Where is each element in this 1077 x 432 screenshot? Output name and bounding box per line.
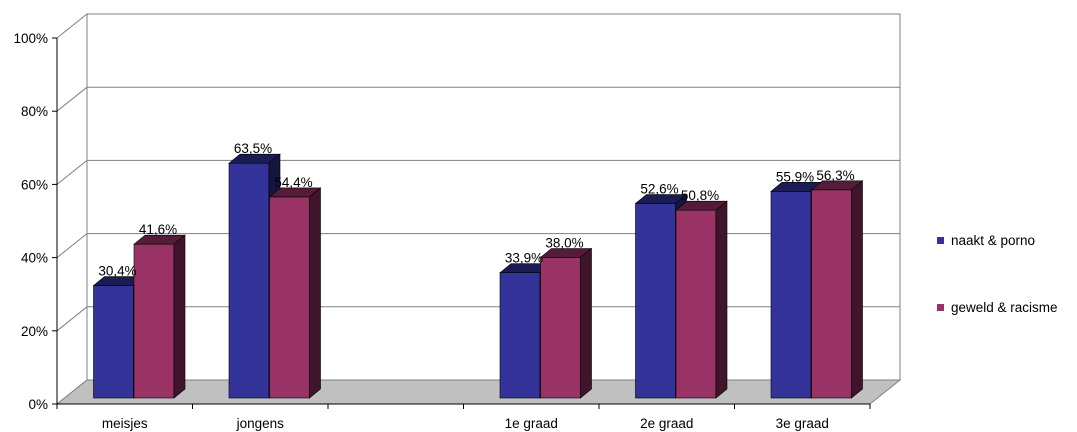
bar-front bbox=[133, 243, 175, 399]
bar-side bbox=[580, 247, 592, 399]
bar-front bbox=[228, 162, 270, 399]
legend-swatch bbox=[937, 237, 944, 244]
legend: naakt & porno geweld & racisme bbox=[937, 233, 1058, 315]
bar-front bbox=[93, 285, 134, 399]
y-tick-label: 60% bbox=[21, 177, 48, 192]
side-wall bbox=[56, 12, 88, 406]
data-label: 52,6% bbox=[640, 182, 678, 197]
y-tick-label: 40% bbox=[21, 251, 48, 266]
bar-front bbox=[499, 272, 541, 399]
x-tick-label: 3e graad bbox=[776, 416, 829, 431]
data-label: 33,9% bbox=[505, 251, 543, 266]
bar bbox=[539, 247, 593, 399]
data-label: 41,6% bbox=[139, 222, 177, 237]
bar-front bbox=[675, 209, 717, 399]
legend-label: geweld & racisme bbox=[951, 300, 1058, 315]
x-tick-label: meisjes bbox=[102, 416, 148, 431]
bars bbox=[92, 153, 864, 399]
y-tick-label: 20% bbox=[21, 324, 48, 339]
data-label: 54,4% bbox=[274, 175, 312, 190]
data-labels: 30,4% 63,5% 33,9% 52,6% 55,9% 41,6% 54,4% 38,0%… bbox=[98, 141, 854, 278]
x-tick-label: jongens bbox=[236, 416, 285, 431]
legend-item: naakt & porno bbox=[937, 233, 1035, 248]
chart-walls bbox=[56, 12, 901, 406]
gridline-side bbox=[56, 306, 88, 332]
x-tick-label: 2e graad bbox=[640, 416, 693, 431]
back-wall bbox=[86, 13, 901, 381]
bar bbox=[133, 234, 186, 399]
gridline-side bbox=[56, 233, 88, 258]
bar-front bbox=[540, 257, 581, 399]
data-label: 30,4% bbox=[98, 264, 136, 279]
y-tick-label: 0% bbox=[28, 397, 48, 412]
y-axis-ticks: 0% 20% 40% 60% 80% 100% bbox=[13, 31, 58, 412]
bar-side bbox=[851, 180, 863, 399]
bar-side bbox=[309, 187, 321, 399]
bar-front bbox=[269, 196, 310, 399]
bar bbox=[810, 180, 864, 399]
bar bbox=[268, 187, 322, 399]
bar-front bbox=[770, 191, 812, 399]
y-tick-label: 100% bbox=[13, 31, 48, 46]
bar bbox=[675, 200, 728, 399]
data-label: 63,5% bbox=[234, 141, 272, 156]
legend-label: naakt & porno bbox=[951, 233, 1035, 248]
bar-front bbox=[811, 189, 852, 399]
data-label: 50,8% bbox=[681, 188, 719, 203]
legend-swatch bbox=[937, 304, 944, 311]
bar-side bbox=[173, 234, 186, 399]
gridline-side bbox=[56, 160, 88, 185]
data-label: 55,9% bbox=[776, 169, 814, 184]
data-label: 38,0% bbox=[545, 236, 583, 251]
data-label: 56,3% bbox=[816, 168, 854, 183]
x-tick-label: 1e graad bbox=[505, 416, 558, 431]
x-axis-ticks: meisjes jongens 1e graad 2e graad 3e graad bbox=[56, 403, 871, 431]
gridline-side bbox=[56, 86, 88, 112]
y-tick-label: 80% bbox=[21, 104, 48, 119]
legend-item: geweld & racisme bbox=[937, 300, 1058, 315]
gridlines bbox=[56, 86, 900, 332]
bar-side bbox=[715, 200, 728, 399]
bar-front bbox=[635, 203, 676, 399]
